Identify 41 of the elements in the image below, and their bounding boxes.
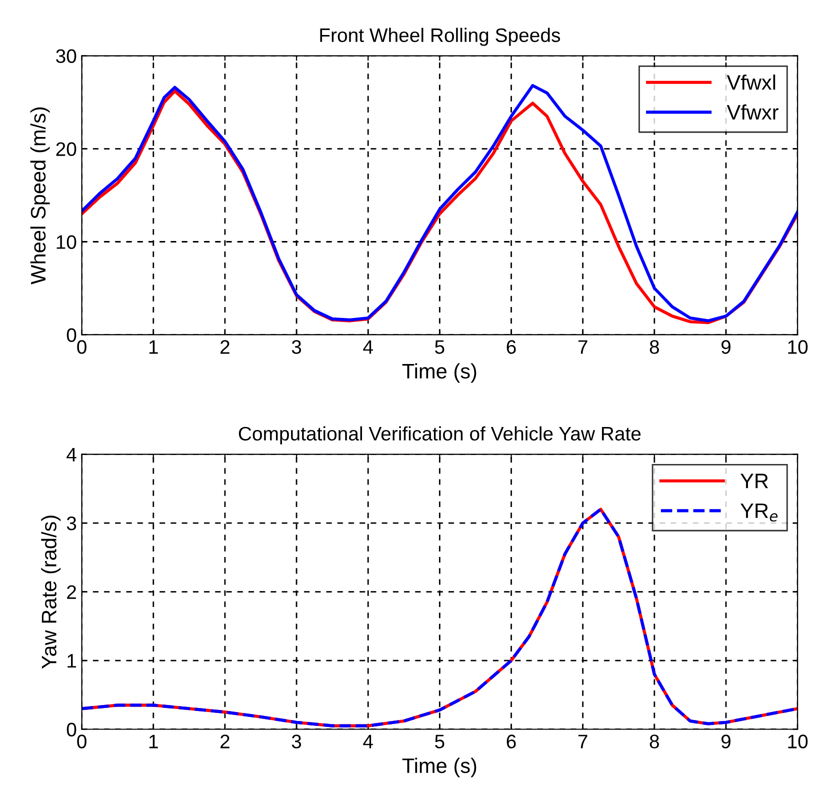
x-tick-label: 9 [721,734,730,748]
y-tick-label: 0 [66,328,76,342]
x-tick-label: 1 [149,340,158,354]
x-tick-label: 6 [506,734,516,748]
legend-label: YR [740,474,768,488]
x-tick-label: 4 [363,340,373,354]
x-tick-label: 10 [788,734,808,748]
x-tick-label: 6 [506,340,516,354]
x-tick-label: 0 [77,734,86,748]
x-axis-title: Time (s) [402,758,476,778]
x-tick-label: 4 [363,734,373,748]
x-tick-label: 7 [578,734,588,748]
x-axis-title: Time (s) [402,363,476,383]
x-tick-label: 2 [220,734,230,748]
y-axis-title: Wheel Speed (m/s) [30,107,50,284]
y-tick-label: 0 [66,722,76,736]
x-tick-label: 9 [721,340,730,354]
x-tick-label: 0 [77,340,86,354]
x-tick-label: 3 [292,340,302,354]
x-tick-label: 8 [650,734,659,748]
x-tick-label: 10 [788,340,808,354]
x-tick-label: 8 [650,340,659,354]
y-tick-label: 20 [56,142,76,156]
x-tick-label: 2 [220,340,230,354]
legend-label: YR$_{e}$ [740,504,778,522]
chart-title: Computational Verification of Vehicle Yaw Rate [238,426,641,444]
y-tick-label: 4 [66,448,76,462]
y-axis-title: Yaw Rate (rad/s) [41,516,61,669]
legend-label: Vfwxr [726,104,778,120]
y-tick-label: 3 [66,516,76,530]
x-tick-label: 5 [435,734,444,748]
x-tick-label: 7 [578,340,588,354]
legend-label: Vfwxl [726,74,776,90]
x-tick-label: 3 [292,734,302,748]
y-tick-label: 10 [56,235,76,249]
y-tick-label: 2 [67,585,76,599]
y-tick-label: 1 [68,654,76,668]
x-tick-label: 5 [435,340,444,354]
x-tick-label: 1 [149,734,158,748]
y-tick-label: 30 [56,49,76,64]
chart-title: Front Wheel Rolling Speeds [320,28,560,46]
